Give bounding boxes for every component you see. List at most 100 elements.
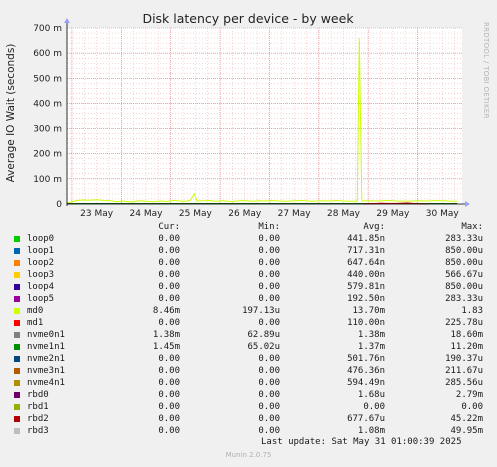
legend-min: 0.00 (258, 270, 280, 280)
legend-table: Cur: Min: Avg: Max: loop0 0.00 0.00 441.85n… (0, 221, 497, 437)
y-tick-label: 200 m (33, 150, 62, 160)
legend-swatch (14, 248, 20, 254)
legend-row: rbd3 0.00 0.00 1.08m 49.95m (0, 425, 497, 437)
legend-min: 0.00 (258, 378, 280, 388)
legend-min: 0.00 (258, 294, 280, 304)
legend-cur: 0.00 (158, 294, 180, 304)
legend-swatch (14, 332, 20, 338)
legend-swatch (14, 404, 20, 410)
legend-row: nvme2n1 0.00 0.00 501.76n 190.37u (0, 353, 497, 365)
legend-cur: 0.00 (158, 402, 180, 412)
legend-cur: 0.00 (158, 270, 180, 280)
legend-min: 0.00 (258, 390, 280, 400)
legend-name: rbd0 (27, 390, 49, 400)
legend-cur: 0.00 (158, 246, 180, 256)
legend-max: 850.00u (445, 246, 483, 256)
legend-avg: 501.76n (347, 354, 385, 364)
legend-row: nvme3n1 0.00 0.00 476.36n 211.67u (0, 365, 497, 377)
legend-name: nvme0n1 (27, 330, 65, 340)
legend-row: loop2 0.00 0.00 647.64n 850.00u (0, 257, 497, 269)
legend-name: loop1 (27, 246, 55, 256)
y-tick-label: 500 m (33, 74, 62, 84)
legend-name: loop0 (27, 234, 55, 244)
legend-row: nvme4n1 0.00 0.00 594.49n 285.56u (0, 377, 497, 389)
legend-cur: 1.38m (152, 330, 180, 340)
legend-name: loop4 (27, 282, 55, 292)
chart-title: Disk latency per device - by week (142, 11, 354, 26)
legend-name: nvme4n1 (27, 378, 65, 388)
legend-avg: 594.49n (347, 378, 385, 388)
legend-row: loop4 0.00 0.00 579.81n 850.00u (0, 281, 497, 293)
legend-cur: 0.00 (158, 390, 180, 400)
legend-max: 211.67u (445, 366, 483, 376)
legend-avg: 579.81n (347, 282, 385, 292)
x-tick-label: 30 May (426, 209, 460, 219)
legend-swatch (14, 296, 20, 302)
legend-cur: 0.00 (158, 366, 180, 376)
legend-avg: 1.37m (357, 342, 385, 352)
legend-row: rbd2 0.00 0.00 677.67u 45.22m (0, 413, 497, 425)
rrdtool-credit: RRDTOOL / TOBI OETIKER (482, 22, 490, 119)
x-tick-label: 25 May (179, 209, 213, 219)
legend-cur: 0.00 (158, 426, 180, 436)
legend-min: 197.13u (242, 306, 280, 316)
x-tick-label: 23 May (80, 209, 114, 219)
header-cur: Cur: (158, 222, 180, 232)
legend-max: 283.33u (445, 234, 483, 244)
legend-name: nvme2n1 (27, 354, 65, 364)
legend-swatch (14, 380, 20, 386)
legend-cur: 0.00 (158, 258, 180, 268)
legend-max: 2.79m (455, 390, 483, 400)
legend-row: md1 0.00 0.00 110.00n 225.78u (0, 317, 497, 329)
legend-swatch (14, 284, 20, 290)
series-line-md0 (66, 38, 458, 204)
legend-avg: 476.36n (347, 366, 385, 376)
x-tick-labels: 23 May 24 May 25 May 26 May 27 May 28 May 29 M… (80, 209, 459, 219)
legend-name: loop3 (27, 270, 55, 280)
legend-row: loop5 0.00 0.00 192.50n 283.33u (0, 293, 497, 305)
x-tick-label: 28 May (327, 209, 361, 219)
legend-avg: 440.00n (347, 270, 385, 280)
legend-max: 1.83 (461, 306, 483, 316)
legend-max: 49.95m (450, 426, 483, 436)
legend-swatch (14, 344, 20, 350)
legend-rows: loop0 0.00 0.00 441.85n 283.33u loop1 0.00 0.00… (0, 233, 497, 437)
y-tick-label: 300 m (33, 125, 62, 135)
legend-row: rbd1 0.00 0.00 0.00 0.00 (0, 401, 497, 413)
legend-avg: 110.00n (347, 318, 385, 328)
legend-max: 225.78u (445, 318, 483, 328)
x-tick-label: 26 May (228, 209, 262, 219)
legend-swatch (14, 272, 20, 278)
legend-swatch (14, 392, 20, 398)
major-grid (67, 27, 462, 205)
legend-avg: 1.68u (357, 390, 385, 400)
legend-min: 0.00 (258, 426, 280, 436)
y-axis-arrow-icon (64, 18, 70, 23)
legend-avg: 13.70m (352, 306, 385, 316)
legend-name: rbd1 (27, 402, 49, 412)
legend-min: 0.00 (258, 318, 280, 328)
legend-max: 0.00 (461, 402, 483, 412)
legend-max: 850.00u (445, 258, 483, 268)
legend-name: rbd3 (27, 426, 49, 436)
legend-min: 0.00 (258, 246, 280, 256)
axes (64, 18, 470, 207)
legend-row: md0 8.46m 197.13u 13.70m 1.83 (0, 305, 497, 317)
legend-cur: 0.00 (158, 318, 180, 328)
legend-row: loop1 0.00 0.00 717.31n 850.00u (0, 245, 497, 257)
legend-min: 62.89u (247, 330, 280, 340)
legend-min: 0.00 (258, 366, 280, 376)
y-tick-labels: 0 100 m 200 m 300 m 400 m 500 m 600 m 700 m (33, 24, 62, 210)
y-tick-label: 0 (56, 200, 62, 210)
legend-avg: 1.08m (357, 426, 385, 436)
legend-cur: 0.00 (158, 414, 180, 424)
legend-swatch (14, 428, 20, 434)
legend-cur: 0.00 (158, 378, 180, 388)
legend-swatch (14, 260, 20, 266)
legend-max: 18.60m (450, 330, 483, 340)
legend-row: loop0 0.00 0.00 441.85n 283.33u (0, 233, 497, 245)
header-min: Min: (258, 222, 280, 232)
legend-max: 11.20m (450, 342, 483, 352)
legend-name: nvme1n1 (27, 342, 65, 352)
y-tick-label: 600 m (33, 49, 62, 59)
